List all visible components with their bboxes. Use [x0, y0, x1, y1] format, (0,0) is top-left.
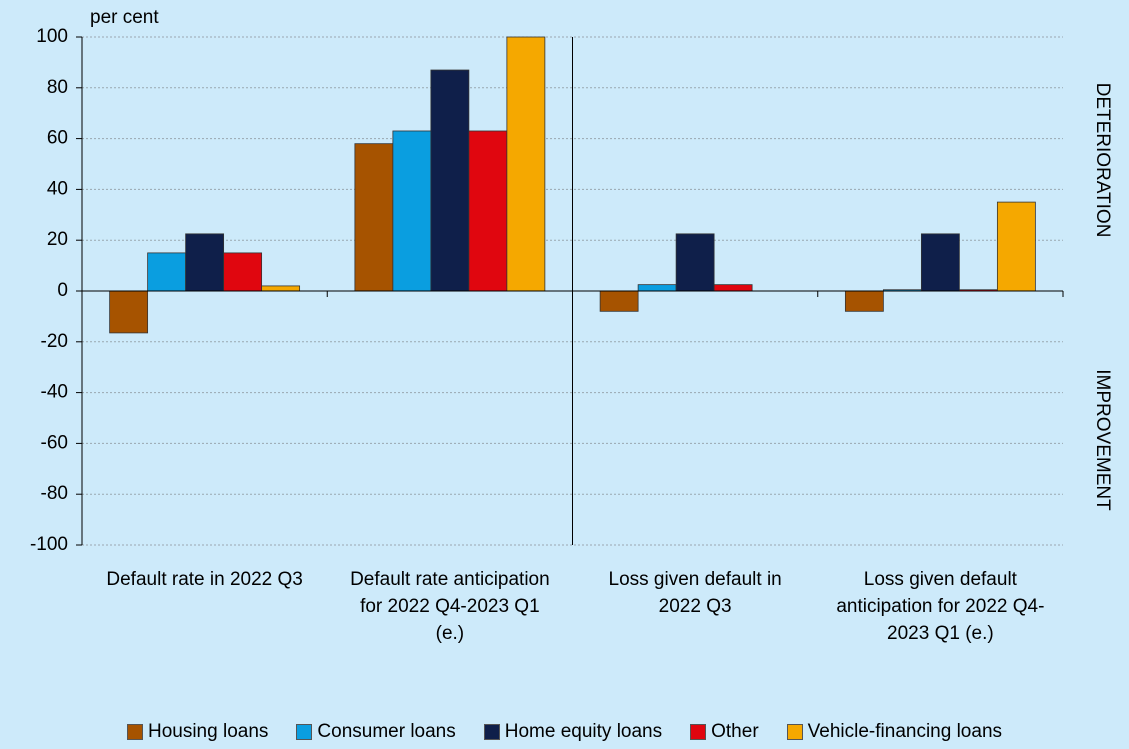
bar	[223, 252, 263, 292]
legend-item: Home equity loans	[483, 721, 663, 743]
legend-swatch	[690, 724, 707, 740]
y-tick-label: -20	[41, 331, 68, 352]
y-axis-label: per cent	[90, 7, 159, 28]
legend-label: Home equity loans	[504, 721, 663, 742]
bar	[261, 285, 301, 292]
x-tick-label: Default rate anticipation for 2022 Q4-20…	[350, 569, 550, 644]
y-tick-label: 20	[47, 229, 68, 250]
legend-item: Vehicle-financing loans	[786, 721, 1003, 743]
legend: Housing loans Consumer loans Home equity l…	[0, 721, 1129, 743]
bar	[468, 130, 508, 292]
bar	[392, 130, 432, 292]
y-tick-label: 60	[47, 128, 68, 149]
bar	[599, 290, 639, 312]
legend-item: Consumer loans	[296, 721, 456, 743]
bar	[430, 69, 470, 292]
x-tick-label: Loss given default anticipation for 2022…	[836, 569, 1045, 644]
legend-swatch	[786, 724, 803, 740]
legend-swatch	[126, 724, 143, 740]
y-tick-label: -100	[30, 534, 68, 555]
bar	[920, 233, 960, 292]
y-tick-label: -60	[41, 432, 68, 453]
bar	[506, 36, 546, 292]
bar	[844, 290, 884, 312]
bar	[354, 143, 394, 292]
y-tick-label: 40	[47, 178, 68, 199]
bar	[637, 284, 677, 292]
annotation: IMPROVEMENT	[1092, 369, 1113, 511]
legend-label: Housing loans	[147, 721, 269, 742]
y-tick-label: 80	[47, 77, 68, 98]
x-tick-label: Default rate in 2022 Q3	[106, 569, 303, 590]
y-tick-label: 100	[36, 26, 68, 47]
bar	[185, 233, 225, 292]
legend-item: Housing loans	[126, 721, 269, 743]
legend-label: Other	[711, 721, 759, 742]
y-tick-label: -80	[41, 483, 68, 504]
bar	[109, 290, 149, 334]
bar	[675, 233, 715, 292]
bar	[713, 284, 753, 292]
y-tick-label: -40	[41, 382, 68, 403]
x-tick-label: Loss given default in 2022 Q3	[608, 569, 782, 617]
bar	[147, 252, 187, 292]
legend-label: Consumer loans	[317, 721, 456, 742]
bar	[996, 201, 1036, 292]
legend-label: Vehicle-financing loans	[807, 721, 1003, 742]
y-tick-label: 0	[57, 280, 68, 301]
legend-item: Other	[690, 721, 759, 743]
legend-swatch	[296, 724, 313, 740]
annotation: DETERIORATION	[1092, 83, 1113, 238]
legend-swatch	[483, 724, 500, 740]
